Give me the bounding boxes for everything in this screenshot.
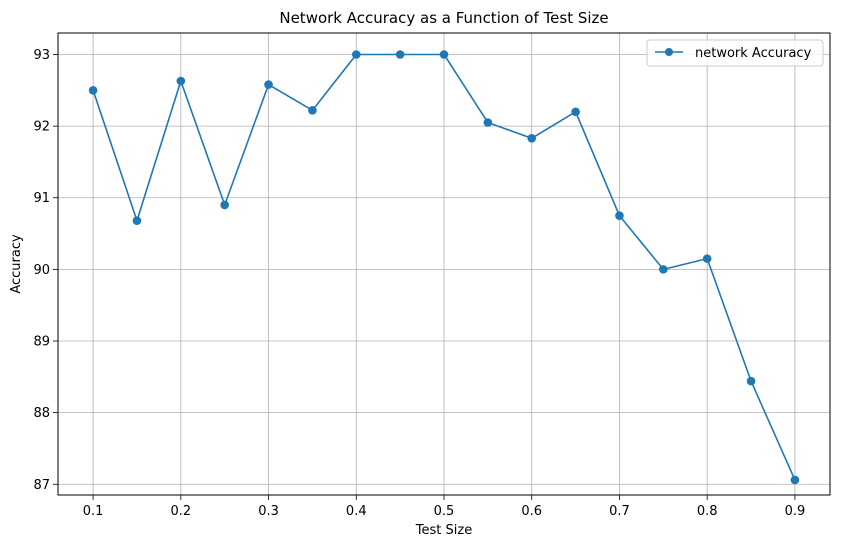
- data-point: [308, 106, 317, 115]
- data-point: [615, 211, 624, 220]
- data-point: [220, 200, 229, 210]
- y-tick-label: 90: [33, 263, 50, 278]
- data-point: [483, 118, 493, 127]
- data-point: [527, 133, 537, 143]
- data-point: [439, 50, 449, 59]
- data-point: [702, 254, 712, 263]
- y-tick-label: 93: [33, 48, 50, 63]
- x-tick-label: 0.4: [346, 504, 367, 519]
- x-tick-label: 0.3: [258, 504, 279, 519]
- x-tick-label: 0.8: [697, 504, 718, 519]
- y-axis-ticks: 87 88 89 90 91 92 93: [33, 48, 58, 493]
- chart-title: Network Accuracy as a Function of Test S…: [279, 9, 608, 27]
- x-axis-ticks: 0.1 0.2 0.3 0.4 0.5 0.6 0.7 0.8 0.9: [83, 495, 806, 519]
- x-axis-title: Test Size: [415, 523, 472, 538]
- y-tick-label: 88: [33, 406, 50, 421]
- x-tick-label: 0.5: [434, 504, 455, 519]
- x-tick-label: 0.9: [785, 504, 806, 519]
- legend-box: [646, 39, 824, 67]
- data-point: [351, 50, 361, 59]
- y-tick-label: 91: [33, 191, 50, 206]
- y-axis-title: Accuracy: [9, 234, 24, 294]
- legend: network Accuracy: [646, 39, 824, 67]
- data-point: [746, 376, 756, 386]
- y-tick-label: 92: [33, 120, 50, 135]
- x-tick-label: 0.6: [521, 504, 542, 519]
- data-point: [132, 216, 142, 225]
- x-tick-label: 0.1: [83, 504, 104, 519]
- grid: [58, 33, 830, 495]
- data-point: [790, 475, 800, 485]
- series-layer: [88, 50, 800, 485]
- legend-label: network Accuracy: [695, 46, 812, 61]
- x-tick-label: 0.7: [609, 504, 630, 519]
- data-point: [176, 76, 186, 86]
- data-point: [659, 265, 668, 274]
- data-point: [395, 50, 405, 59]
- x-tick-label: 0.2: [170, 504, 191, 519]
- y-tick-label: 87: [33, 478, 50, 493]
- data-point: [264, 80, 273, 89]
- data-point: [88, 86, 98, 95]
- legend-marker: [665, 48, 673, 56]
- data-point: [571, 107, 580, 117]
- y-tick-label: 89: [33, 335, 50, 350]
